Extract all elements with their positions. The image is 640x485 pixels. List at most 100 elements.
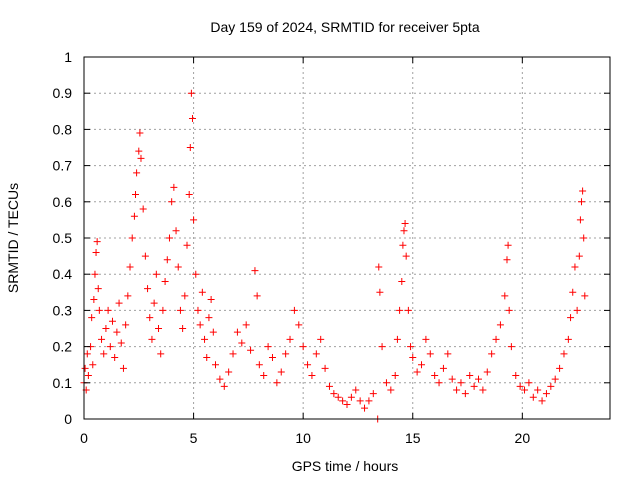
y-tick-label: 0.1 [53,375,73,391]
data-point [117,339,125,347]
data-point [398,277,406,285]
data-point [393,335,401,343]
data-point [401,220,409,228]
data-point [496,321,504,329]
data-point [547,382,555,390]
data-point [569,288,577,296]
data-point [461,390,469,398]
data-point [133,169,141,177]
data-point [161,277,169,285]
data-point [108,317,116,325]
data-point [334,393,342,401]
data-point [399,241,407,249]
data-point [139,205,147,213]
data-point [100,350,108,358]
data-point [98,335,106,343]
data-point [277,368,285,376]
data-point [396,306,404,314]
data-point [190,216,198,224]
data-point [192,270,200,278]
y-axis-label: SRMTID / TECUs [5,183,21,293]
data-point [378,343,386,351]
data-point [466,372,474,380]
data-point [347,393,355,401]
data-point [573,306,581,314]
data-point [212,361,219,369]
data-point [299,343,307,351]
data-point [81,364,89,372]
data-point [295,321,303,329]
y-tick-label: 0.6 [53,194,73,210]
chart-title: Day 159 of 2024, SRMTID for receiver 5pt… [210,19,479,35]
data-point [144,285,152,293]
data-point [132,191,140,199]
data-point [229,350,237,358]
data-point [94,285,102,293]
data-point [198,288,206,296]
x-tick-label: 15 [405,430,421,446]
data-point [571,263,579,271]
data-point [361,404,369,412]
data-point [196,321,204,329]
y-tick-label: 0.9 [53,85,73,101]
data-point [84,372,92,380]
data-point [579,187,587,195]
data-point [529,393,537,401]
data-point [343,401,351,409]
data-point [238,339,246,347]
data-point [282,350,290,358]
data-point [187,89,195,97]
data-point [209,328,217,336]
data-point [141,252,149,260]
data-point [418,361,426,369]
data-point [251,267,259,275]
data-point [525,379,533,387]
data-point [170,183,178,191]
data-point [201,335,209,343]
data-point [128,234,136,242]
data-point [312,350,320,358]
data-point [479,386,487,394]
data-point [90,296,98,304]
data-point [216,375,224,383]
data-point [404,306,412,314]
data-point [382,379,390,387]
data-point [119,364,127,372]
data-point [159,306,167,314]
data-point [387,386,395,394]
data-point [188,115,196,123]
data-point [93,238,101,246]
data-point [551,375,559,383]
data-point [503,256,511,264]
data-point [179,325,187,332]
data-point [220,382,228,390]
data-point [126,263,134,271]
x-axis-label: GPS time / hours [292,458,399,474]
data-point [580,234,588,242]
data-point [304,361,312,369]
data-point [290,306,298,314]
data-point [505,306,513,314]
data-point [92,248,100,256]
data-point [402,252,410,260]
y-tick-label: 0.3 [53,302,73,318]
data-point [413,368,421,376]
data-point [135,147,143,155]
data-point [581,292,589,300]
data-point [113,328,121,336]
data-point [534,386,542,394]
x-tick-label: 20 [515,430,531,446]
data-point [174,263,182,271]
data-point [89,361,97,369]
data-point [308,372,316,380]
data-point [122,321,130,329]
data-point [168,198,176,206]
data-point [339,397,347,405]
axis-ticks: 00.10.20.30.40.50.60.70.80.910 5 10 15 20 [53,49,610,446]
y-tick-label: 0.8 [53,121,73,137]
data-point [325,382,333,390]
data-point [115,299,123,307]
data-point [172,227,180,235]
y-tick-label: 1 [64,49,72,65]
